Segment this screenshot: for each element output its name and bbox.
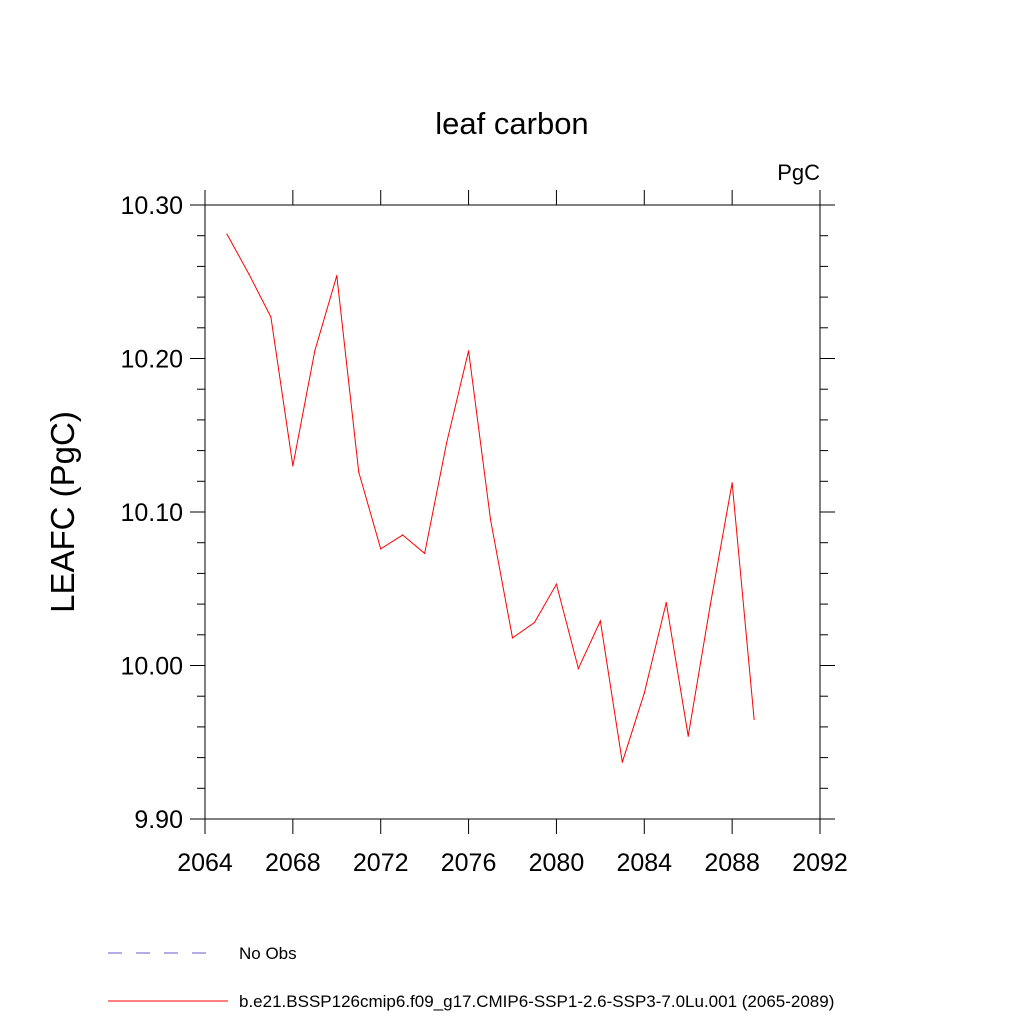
chart-title: leaf carbon [435, 106, 588, 141]
data-point [467, 350, 470, 352]
legend: No Obs b.e21.BSSP126cmip6.f09_g17.CMIP6-… [108, 944, 834, 1011]
plot-frame [204, 204, 821, 820]
data-point [533, 621, 536, 624]
y-tick-label: 10.00 [120, 653, 183, 681]
data-point [292, 465, 294, 467]
y-axis-label: LEAFC (PgC) [44, 411, 81, 613]
data-point [643, 692, 645, 694]
x-tick-label: 2072 [353, 849, 409, 877]
x-tick-label: 2076 [441, 849, 497, 877]
y-tick-label: 10.30 [120, 192, 183, 220]
data-point [380, 548, 382, 550]
legend-no-obs-label: No Obs [239, 944, 297, 963]
data-point [248, 273, 250, 275]
x-tick-label: 2092 [792, 849, 848, 877]
series-layer [226, 233, 755, 763]
data-point [665, 601, 667, 604]
data-point [336, 275, 338, 277]
data-point [555, 583, 558, 585]
x-tick-label: 2088 [704, 849, 760, 877]
axis-tick-labels: 2064 2068 2072 2076 2080 2084 2088 2092 9.90 10.0… [120, 192, 847, 877]
data-point [709, 605, 711, 607]
data-point [599, 620, 601, 622]
legend-series-label: b.e21.BSSP126cmip6.f09_g17.CMIP6-SSP1-2.… [239, 992, 834, 1011]
data-point [753, 718, 755, 720]
y-tick-label: 10.10 [120, 499, 183, 527]
x-tick-label: 2068 [265, 849, 321, 877]
x-tick-label: 2064 [177, 849, 233, 877]
data-point [577, 667, 579, 670]
data-point [621, 761, 623, 763]
series-line [226, 233, 755, 763]
x-tick-label: 2080 [529, 849, 585, 877]
units-label: PgC [777, 160, 820, 185]
y-tick-label: 10.20 [120, 346, 183, 374]
data-point [489, 519, 492, 521]
data-point [226, 233, 228, 235]
data-point [511, 637, 514, 639]
data-point [402, 534, 404, 536]
x-tick-label: 2084 [616, 849, 672, 877]
data-point [446, 442, 448, 444]
axis-ticks [190, 190, 835, 834]
data-point [424, 552, 426, 555]
data-point [358, 471, 360, 473]
data-point [270, 316, 272, 318]
data-point [314, 350, 316, 352]
data-point [731, 482, 733, 484]
data-point [687, 735, 689, 737]
y-tick-label: 9.90 [134, 806, 183, 834]
